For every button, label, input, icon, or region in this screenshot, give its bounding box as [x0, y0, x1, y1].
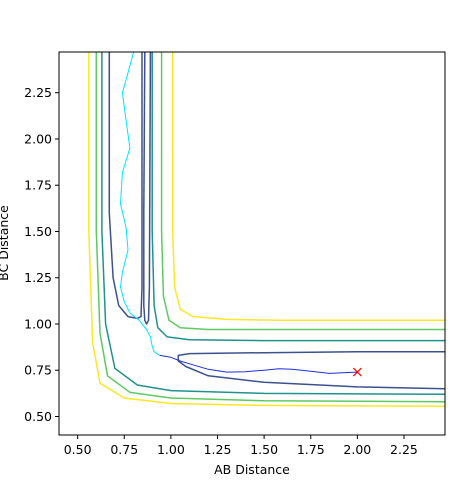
contour-line-6	[177, 350, 445, 390]
trajectory-line-1	[120, 52, 160, 356]
plot-frame	[58, 51, 446, 436]
contour-line-5	[143, 52, 152, 325]
y-tick-label: 2.25	[24, 85, 52, 100]
x-tick-label: 1.50	[250, 442, 278, 457]
x-tick-label: 2.25	[390, 442, 418, 457]
x-tick-label: 1.00	[157, 442, 185, 457]
contour-line-4	[108, 52, 143, 320]
y-tick-label: 0.75	[24, 363, 52, 378]
contour-line-2	[95, 52, 445, 403]
y-tick-label: 1.50	[24, 224, 52, 239]
y-axis: 0.50 0.75 1.00 1.25 1.50 1.75 2.00 2.25	[24, 85, 59, 424]
y-tick-label: 1.75	[24, 178, 52, 193]
end-point-marker	[352, 367, 362, 377]
y-axis-title: BC Distance	[0, 205, 11, 281]
y-tick-label: 0.50	[24, 409, 52, 424]
x-tick-label: 0.75	[110, 442, 138, 457]
x-axis: 0.50 0.75 1.00 1.25 1.50 1.75 2.00 2.25	[64, 435, 418, 457]
x-tick-label: 2.00	[343, 442, 371, 457]
x-tick-label: 1.75	[297, 442, 325, 457]
contour-line-9	[171, 52, 445, 322]
contour-line-7	[151, 52, 445, 342]
x-tick-label: 1.25	[204, 442, 232, 457]
contour-line-3	[101, 52, 445, 396]
y-tick-label: 1.25	[24, 270, 52, 285]
trajectory-line-2	[159, 354, 358, 374]
x-axis-title: AB Distance	[214, 462, 290, 477]
series-layer	[88, 52, 445, 408]
x-tick-label: 0.50	[64, 442, 92, 457]
contour-line-1	[88, 52, 445, 408]
y-tick-label: 2.00	[24, 131, 52, 146]
contour-line-8	[160, 52, 445, 331]
marker-layer	[352, 367, 362, 377]
y-tick-label: 1.00	[24, 316, 52, 331]
plot-background	[59, 52, 445, 435]
